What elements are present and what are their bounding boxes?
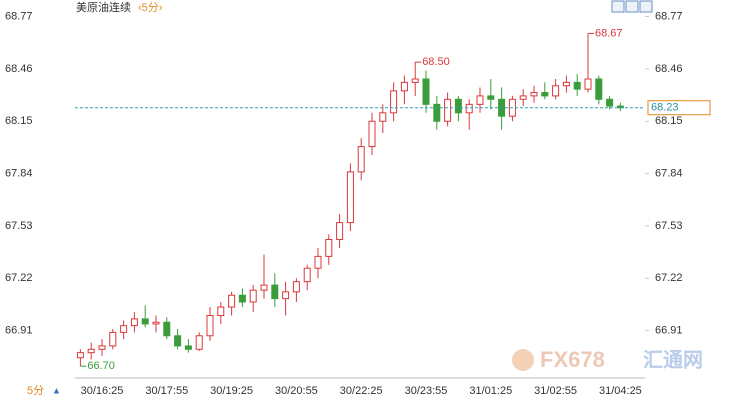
candle-body bbox=[303, 267, 311, 283]
annotation: 68.50 bbox=[422, 56, 450, 68]
candle-body bbox=[562, 81, 570, 87]
candle-body bbox=[87, 348, 95, 354]
candle-body bbox=[368, 120, 376, 148]
candle-body bbox=[163, 321, 171, 337]
y-tick-label-right: 68.46 bbox=[655, 63, 683, 75]
candle-body bbox=[260, 284, 268, 291]
period-button[interactable]: 5分 bbox=[27, 384, 44, 397]
candle-body bbox=[433, 103, 441, 122]
candle-body bbox=[519, 95, 527, 100]
candle-body bbox=[411, 78, 419, 83]
candle-body bbox=[271, 284, 279, 300]
candle-body bbox=[346, 171, 354, 224]
candle-body bbox=[120, 325, 128, 333]
candle-body bbox=[379, 112, 387, 122]
last-price-box bbox=[647, 100, 711, 116]
candle-body bbox=[476, 95, 484, 105]
y-tick-label-right: 67.53 bbox=[655, 220, 683, 232]
candle-body bbox=[573, 81, 581, 90]
candle-body bbox=[541, 92, 549, 97]
candle-body bbox=[465, 103, 473, 114]
watermark-name: 汇通网 bbox=[643, 348, 703, 371]
candle-body bbox=[606, 98, 614, 107]
candle-body bbox=[152, 321, 160, 325]
candle-body bbox=[292, 281, 300, 293]
y-tick-label-left: 66.91 bbox=[5, 325, 33, 337]
last-price-label: 68.23 bbox=[651, 102, 679, 114]
toolbar-icons[interactable] bbox=[611, 0, 653, 13]
y-tick-label-right: 66.91 bbox=[655, 325, 683, 337]
candle-body bbox=[390, 90, 398, 114]
x-tick-label: 30/20:55 bbox=[275, 385, 318, 397]
candle-body bbox=[206, 315, 214, 337]
chart-title: 美原油连续 bbox=[76, 0, 131, 14]
candle-body bbox=[454, 98, 462, 114]
candle-body bbox=[109, 331, 117, 347]
candle-body bbox=[336, 222, 344, 240]
period-arrow[interactable]: ▲ bbox=[52, 385, 61, 395]
y-tick-label-right: 68.77 bbox=[655, 10, 683, 22]
candle-body bbox=[325, 238, 333, 257]
candle-body bbox=[238, 294, 246, 303]
candle-body bbox=[584, 78, 592, 90]
candle-body bbox=[530, 92, 538, 97]
candle-body bbox=[130, 318, 138, 327]
candle-body bbox=[444, 98, 452, 122]
watermark: FX678 汇通网 bbox=[512, 347, 703, 372]
candle-body bbox=[184, 345, 192, 350]
y-tick-label-left: 68.46 bbox=[5, 63, 33, 75]
x-tick-label: 31/04:25 bbox=[599, 385, 642, 397]
y-tick-label-right: 68.15 bbox=[655, 115, 683, 127]
x-tick-label: 30/22:25 bbox=[340, 385, 383, 397]
x-tick-label: 31/02:55 bbox=[534, 385, 577, 397]
x-tick-label: 30/16:25 bbox=[81, 385, 124, 397]
candle-body bbox=[595, 78, 603, 100]
y-tick-label-right: 67.22 bbox=[655, 272, 683, 284]
y-tick-label-left: 67.22 bbox=[5, 272, 33, 284]
x-tick-label: 30/19:25 bbox=[210, 385, 253, 397]
candle-body bbox=[314, 255, 322, 269]
candle-body bbox=[228, 294, 236, 308]
candle-body bbox=[487, 95, 495, 100]
x-tick-label: 30/17:55 bbox=[145, 385, 188, 397]
candle-body bbox=[357, 146, 365, 173]
candle-body bbox=[282, 291, 290, 300]
y-tick-label-left: 67.84 bbox=[5, 168, 33, 180]
candle-body bbox=[400, 81, 408, 92]
y-tick-label-left: 68.77 bbox=[5, 10, 33, 22]
candle-body bbox=[141, 318, 149, 325]
candle-body bbox=[249, 289, 257, 303]
candle-body bbox=[422, 78, 430, 105]
candle-body bbox=[217, 306, 225, 316]
candle-body bbox=[195, 335, 203, 350]
y-tick-label-left: 68.15 bbox=[5, 115, 33, 127]
candle-body bbox=[174, 335, 182, 347]
candle-body bbox=[98, 345, 106, 350]
y-tick-label-left: 67.53 bbox=[5, 220, 33, 232]
candle-body bbox=[552, 85, 560, 97]
x-tick-label: 31/01:25 bbox=[469, 385, 512, 397]
period-label[interactable]: ‹5分› bbox=[138, 1, 163, 14]
x-tick-label: 30/23:55 bbox=[405, 385, 448, 397]
watermark-brand: FX678 bbox=[540, 347, 605, 372]
candle-body bbox=[76, 352, 84, 359]
annotation: 66.70 bbox=[87, 360, 115, 372]
annotation: 68.67 bbox=[595, 27, 623, 39]
y-tick-label-right: 67.84 bbox=[655, 168, 683, 180]
